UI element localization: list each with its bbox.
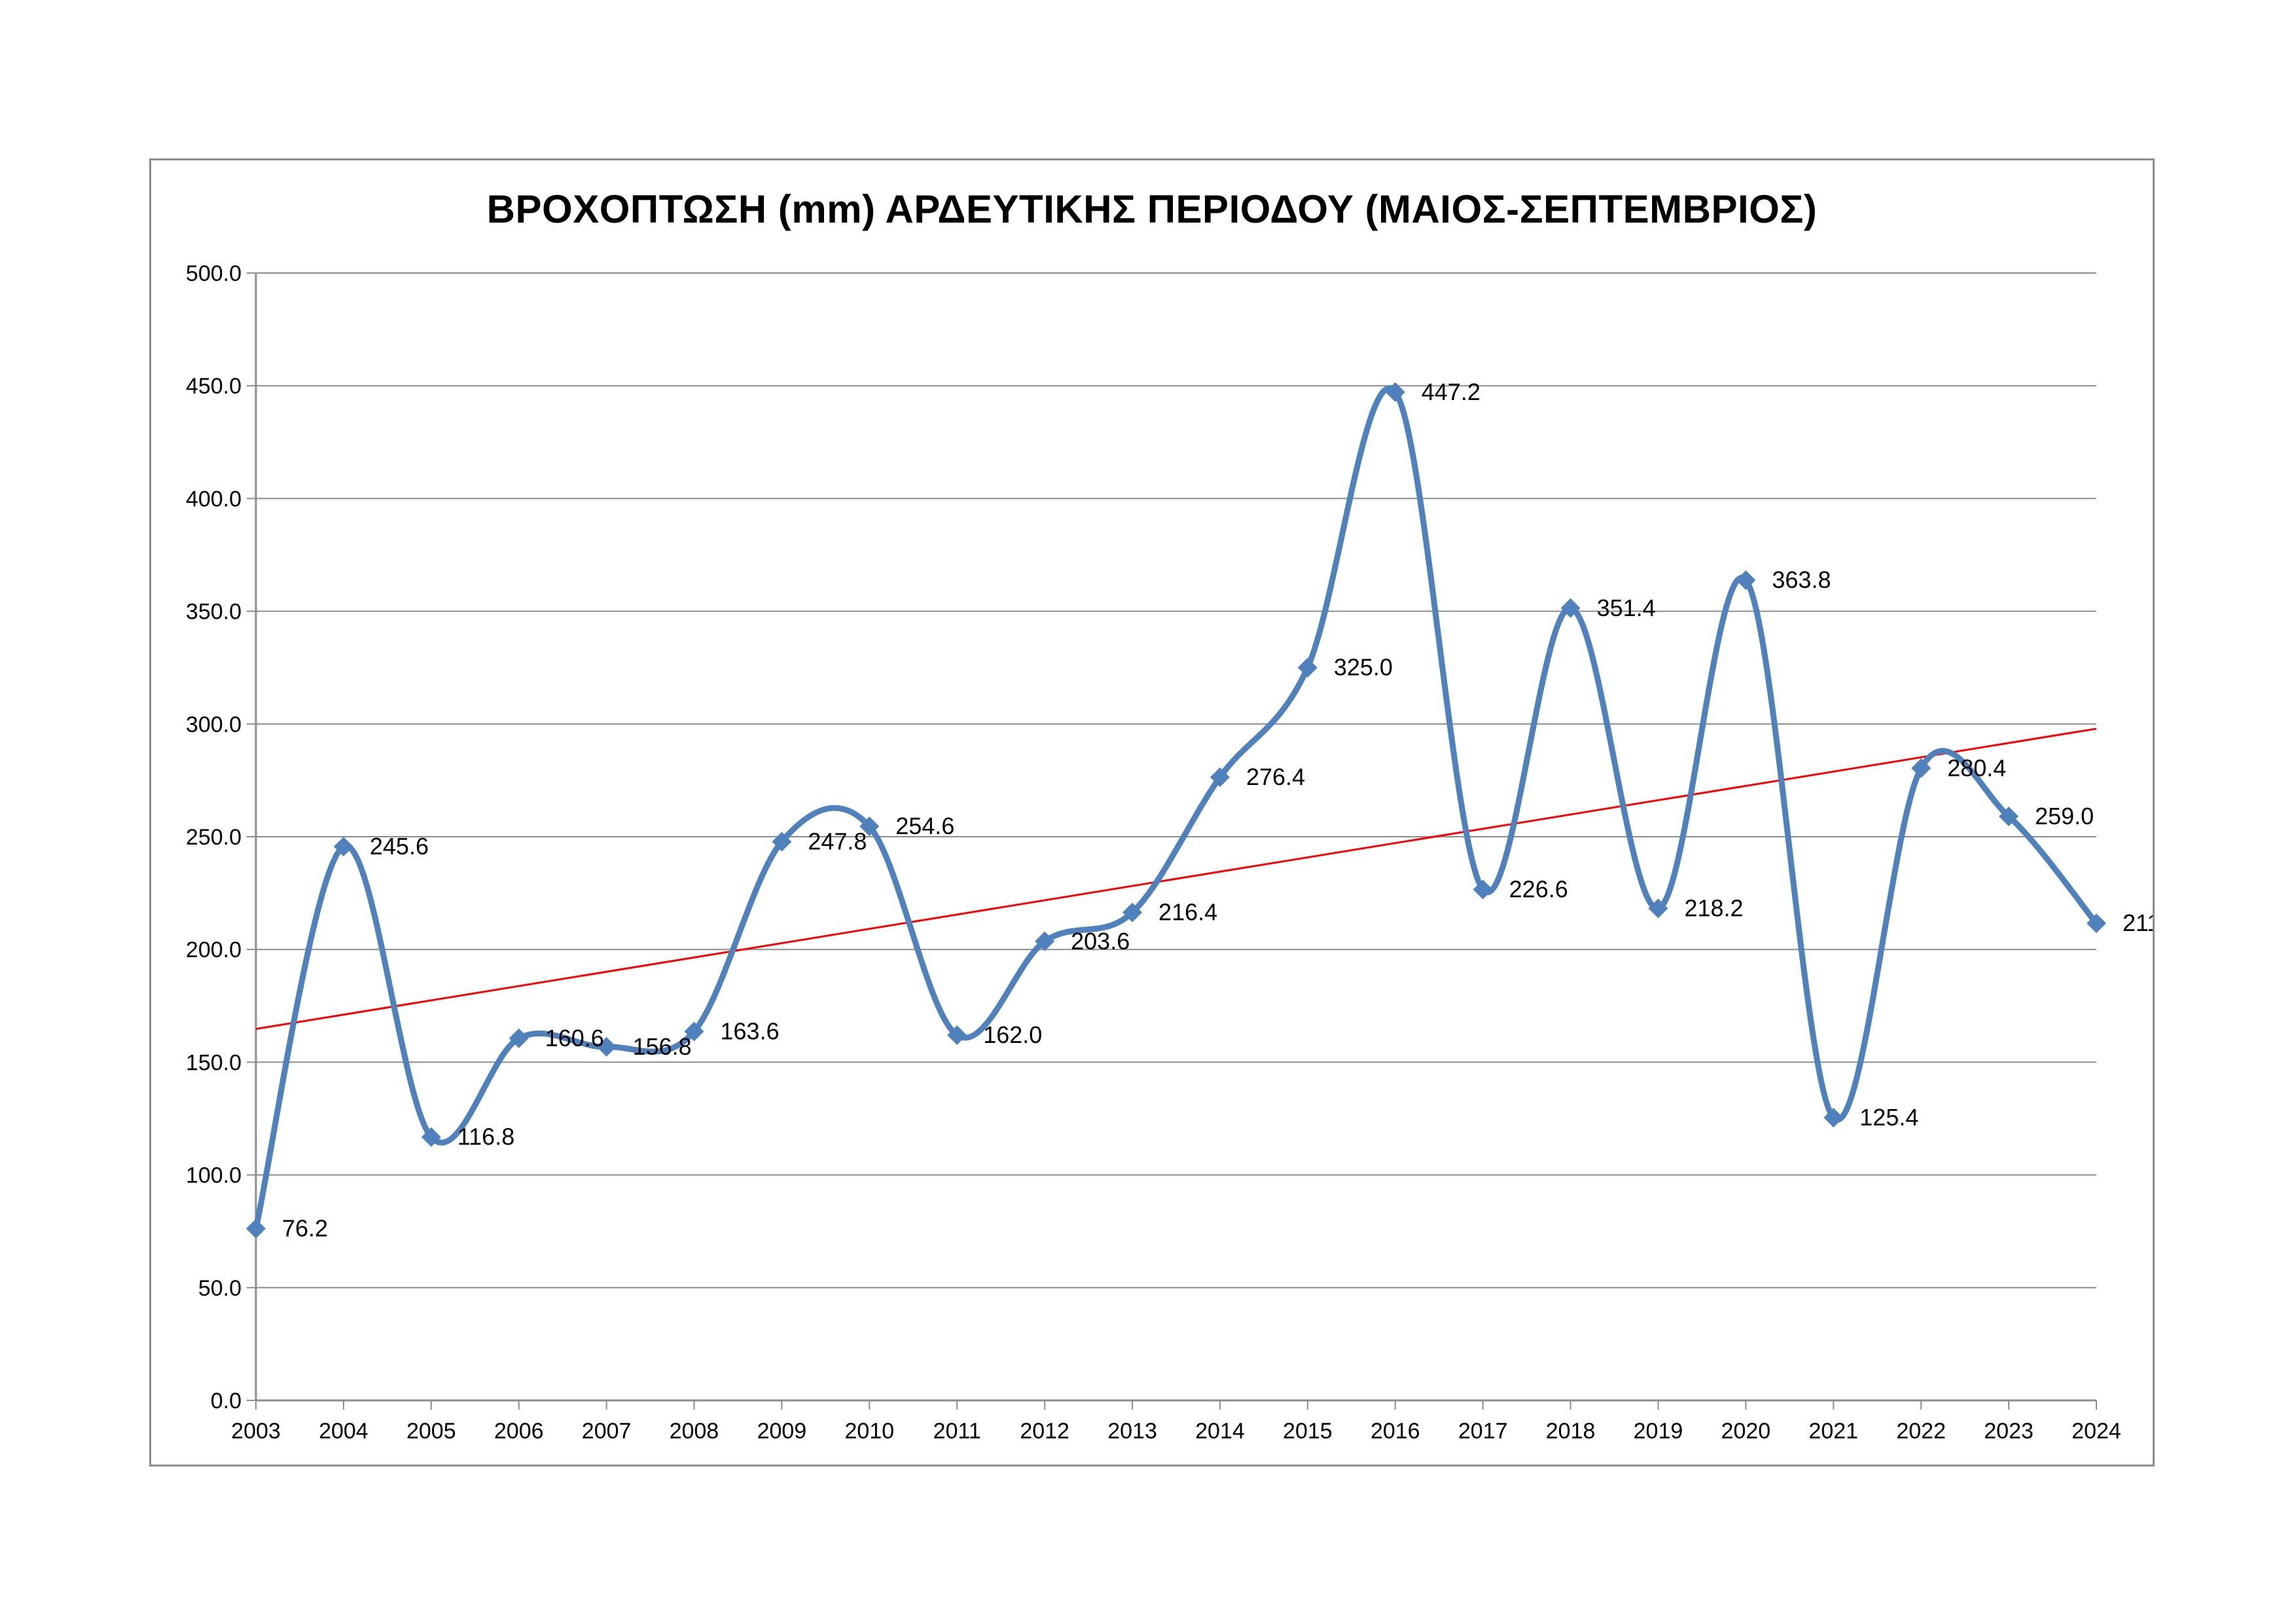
data-point-marker bbox=[1648, 898, 1668, 919]
x-tick-label: 2003 bbox=[231, 1419, 281, 1444]
data-label: 211.6 bbox=[2123, 909, 2153, 936]
data-label: 259.0 bbox=[2035, 803, 2094, 830]
x-tick-label: 2011 bbox=[933, 1419, 981, 1444]
x-tick-label: 2006 bbox=[494, 1419, 544, 1444]
data-labels: 76.2 245.6 116.8 160.6 156.8 163.6 247.8 254.6 1… bbox=[282, 378, 2153, 1242]
y-tick-label: 150.0 bbox=[186, 1050, 242, 1075]
x-tick-label: 2009 bbox=[757, 1419, 807, 1444]
data-point-marker bbox=[1473, 879, 1493, 900]
markers bbox=[246, 382, 2106, 1239]
x-tick-label: 2018 bbox=[1546, 1419, 1596, 1444]
data-point-marker bbox=[1122, 902, 1143, 922]
y-tick-label: 50.0 bbox=[198, 1276, 242, 1301]
data-label: 351.4 bbox=[1597, 594, 1656, 621]
chart-plot: 0.0 50.0 100.0 150.0 200.0 250.0 300.0 350.0 400… bbox=[186, 261, 2153, 1444]
data-point-marker bbox=[1035, 931, 1055, 951]
data-label: 160.6 bbox=[545, 1025, 604, 1051]
x-tick-label: 2022 bbox=[1896, 1419, 1946, 1444]
data-label: 325.0 bbox=[1334, 654, 1393, 681]
gridlines bbox=[256, 272, 2096, 1288]
x-tick-label: 2020 bbox=[1721, 1419, 1771, 1444]
y-tick-label: 100.0 bbox=[186, 1163, 242, 1188]
x-tick-label: 2004 bbox=[319, 1419, 368, 1444]
x-tick-label: 2010 bbox=[845, 1419, 895, 1444]
x-tick-label: 2017 bbox=[1458, 1419, 1508, 1444]
data-point-marker bbox=[859, 816, 880, 837]
x-tick-label: 2016 bbox=[1371, 1419, 1420, 1444]
data-label: 203.6 bbox=[1071, 928, 1130, 955]
x-tick-label: 2008 bbox=[670, 1419, 719, 1444]
data-point-marker bbox=[246, 1218, 266, 1239]
data-label: 76.2 bbox=[282, 1215, 328, 1242]
x-tick-label: 2012 bbox=[1020, 1419, 1069, 1444]
x-tick-label: 2013 bbox=[1107, 1419, 1157, 1444]
data-label: 276.4 bbox=[1246, 763, 1305, 790]
data-point-marker bbox=[509, 1028, 529, 1048]
data-point-marker bbox=[1385, 382, 1405, 402]
x-tick-label: 2021 bbox=[1808, 1419, 1858, 1444]
data-point-marker bbox=[2087, 913, 2106, 934]
trendline-layer bbox=[255, 727, 2097, 1030]
data-label: 163.6 bbox=[721, 1018, 780, 1045]
x-tick-label: 2005 bbox=[406, 1419, 456, 1444]
data-point-marker bbox=[1736, 570, 1756, 591]
y-tick-label: 450.0 bbox=[186, 374, 242, 399]
data-label: 245.6 bbox=[370, 833, 429, 860]
data-label: 218.2 bbox=[1684, 895, 1743, 922]
x-tick-label: 2023 bbox=[1984, 1419, 2034, 1444]
y-tick-label: 200.0 bbox=[186, 938, 242, 962]
data-label: 156.8 bbox=[633, 1033, 692, 1060]
data-point-marker bbox=[1297, 657, 1318, 678]
data-label: 280.4 bbox=[1947, 754, 2006, 781]
x-axis-tick-labels: 2003 2004 2005 2006 2007 2008 2009 2010 2011 2012… bbox=[231, 1419, 2121, 1444]
data-point-marker bbox=[1560, 598, 1581, 618]
data-point-marker bbox=[1210, 767, 1230, 788]
data-point-marker bbox=[1999, 807, 2019, 827]
x-tick-label: 2024 bbox=[2072, 1419, 2121, 1444]
y-tick-label: 0.0 bbox=[211, 1389, 242, 1413]
data-point-marker bbox=[1911, 758, 1931, 778]
data-point-marker bbox=[684, 1021, 704, 1042]
x-tick-label: 2019 bbox=[1634, 1419, 1683, 1444]
data-label: 226.6 bbox=[1509, 876, 1568, 903]
chart-frame: ΒΡΟΧΟΠΤΩΣΗ (mm) ΑΡΔΕΥΤΙΚΗΣ ΠΕΡΙΟΔΟΥ (ΜΑΙ… bbox=[149, 158, 2155, 1467]
y-axis-tick-labels: 0.0 50.0 100.0 150.0 200.0 250.0 300.0 350.0 400… bbox=[186, 261, 242, 1413]
data-label: 216.4 bbox=[1158, 899, 1217, 926]
y-tick-label: 300.0 bbox=[186, 712, 242, 737]
data-label: 162.0 bbox=[983, 1021, 1042, 1048]
y-tick-label: 250.0 bbox=[186, 825, 242, 850]
data-point-marker bbox=[947, 1025, 967, 1046]
data-label: 363.8 bbox=[1772, 566, 1831, 593]
data-label: 116.8 bbox=[457, 1123, 514, 1150]
series-line bbox=[253, 385, 2100, 1232]
data-point-marker bbox=[772, 831, 792, 852]
series-layer bbox=[253, 385, 2100, 1232]
chart-title: ΒΡΟΧΟΠΤΩΣΗ (mm) ΑΡΔΕΥΤΙΚΗΣ ΠΕΡΙΟΔΟΥ (ΜΑΙ… bbox=[486, 187, 1818, 231]
data-label: 447.2 bbox=[1422, 378, 1480, 405]
data-point-marker bbox=[421, 1127, 441, 1147]
x-tick-label: 2007 bbox=[582, 1419, 632, 1444]
trendline bbox=[255, 727, 2097, 1030]
data-point-marker bbox=[333, 837, 353, 857]
x-tick-label: 2014 bbox=[1195, 1419, 1245, 1444]
data-label: 125.4 bbox=[1859, 1104, 1918, 1131]
axes bbox=[247, 272, 2097, 1410]
data-point-marker bbox=[1823, 1108, 1844, 1128]
y-tick-label: 500.0 bbox=[186, 261, 242, 286]
data-label: 254.6 bbox=[895, 812, 954, 839]
y-tick-label: 350.0 bbox=[186, 600, 242, 625]
x-tick-label: 2015 bbox=[1283, 1419, 1333, 1444]
data-point-marker bbox=[596, 1036, 617, 1057]
data-label: 247.8 bbox=[808, 828, 867, 855]
y-tick-label: 400.0 bbox=[186, 486, 242, 511]
